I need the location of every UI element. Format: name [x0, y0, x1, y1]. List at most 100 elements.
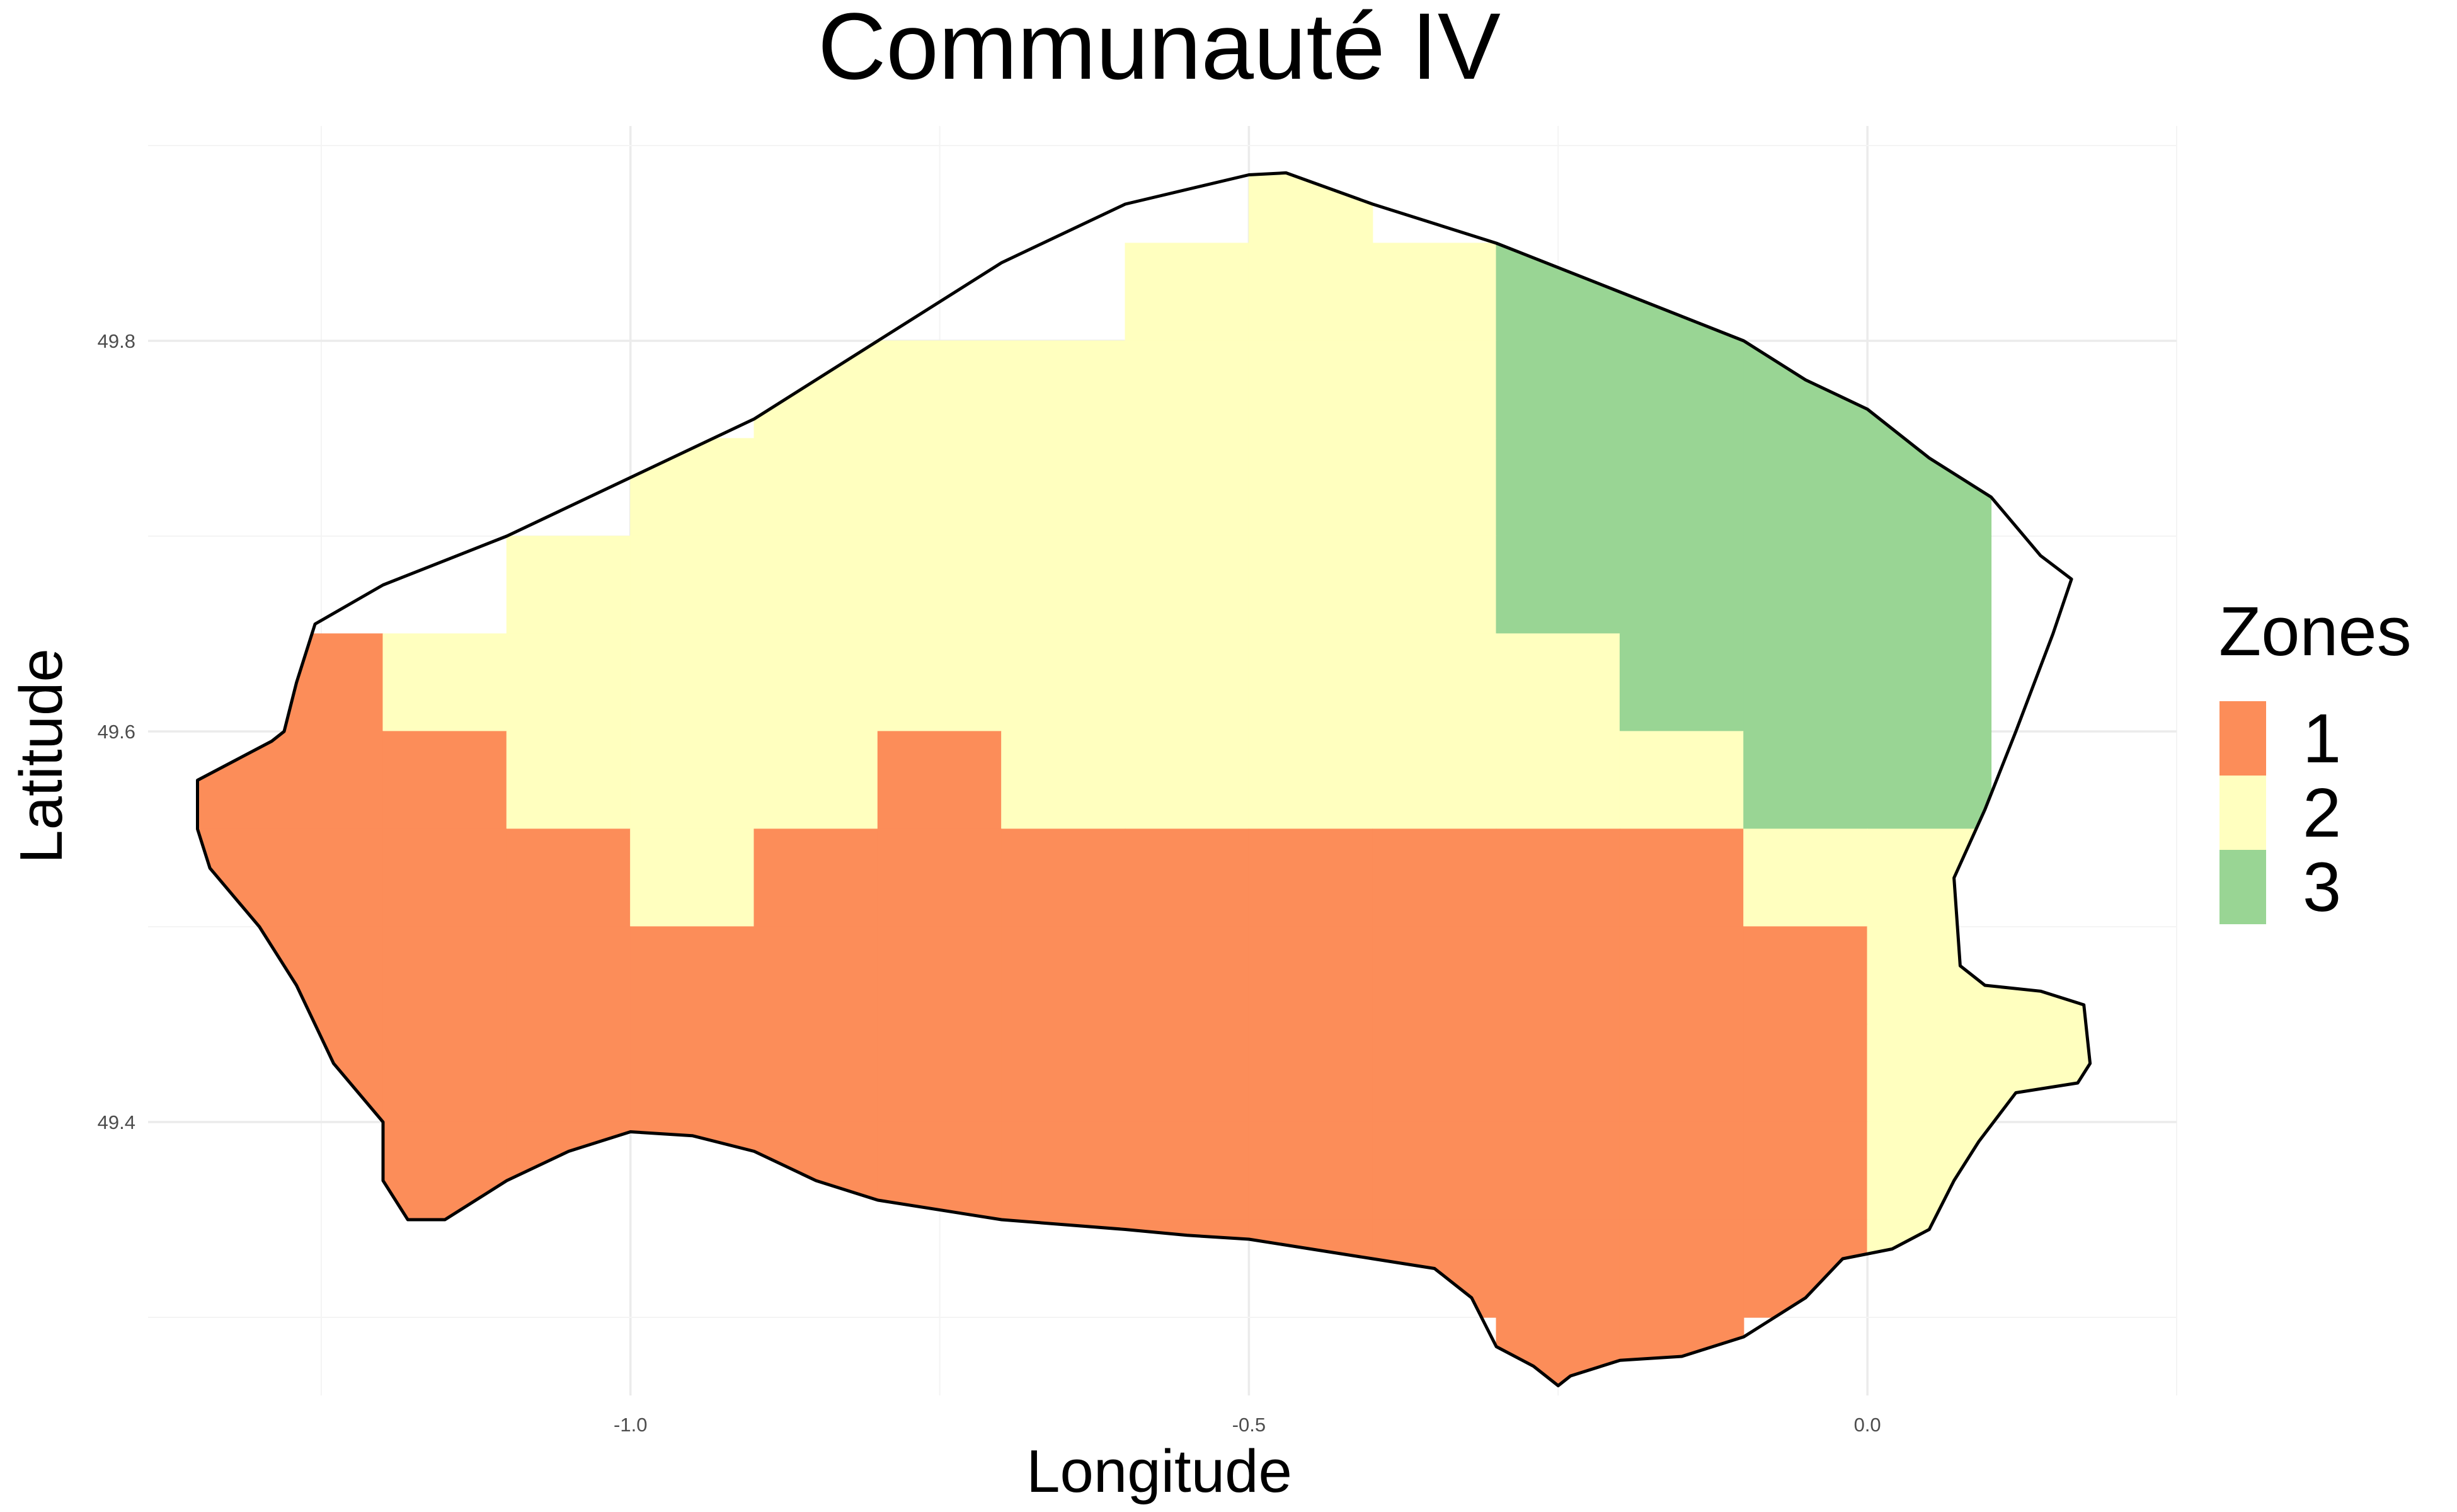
zone-cell-1: [753, 1121, 879, 1220]
zone-cell-2: [1867, 828, 1992, 927]
zone-cell-1: [506, 1024, 631, 1123]
y-tick-label: 49.4: [98, 1111, 135, 1133]
zone-cell-2: [877, 536, 1002, 634]
zone-cell-1: [1496, 1219, 1621, 1318]
zone-cell-2: [1496, 633, 1621, 732]
zone-cell-1: [382, 731, 507, 830]
zone-cell-1: [1619, 828, 1744, 927]
zone-cell-2: [1248, 243, 1373, 341]
zone-cell-2: [1248, 438, 1373, 537]
y-axis-tick-labels: 49.4 49.6 49.8: [98, 330, 135, 1133]
zone-cell-1: [506, 828, 631, 927]
legend-label-2: 2: [2303, 774, 2341, 852]
zone-cell-1: [1125, 828, 1250, 927]
zone-cell-1: [1001, 1219, 1126, 1318]
zone-cell-2: [753, 731, 879, 830]
zone-cell-2: [1248, 633, 1373, 732]
zone-cell-3: [1743, 438, 1868, 537]
zone-cell-1: [382, 828, 507, 927]
zone-cell-3: [1743, 633, 1868, 732]
zone-cell-1: [877, 926, 1002, 1025]
zone-cell-1: [877, 1121, 1002, 1220]
zone-cell-1: [877, 828, 1002, 927]
zone-cell-1: [1619, 1024, 1744, 1123]
zone-cell-1: [1496, 926, 1621, 1025]
zone-cell-1: [1743, 1219, 1868, 1318]
zone-cell-1: [1125, 1121, 1250, 1220]
zone-cell-1: [1743, 1121, 1868, 1220]
zone-cell-1: [1125, 1024, 1250, 1123]
zone-cell-3: [1867, 731, 1992, 830]
zone-cell-1: [1372, 1121, 1497, 1220]
zone-cell-2: [1248, 536, 1373, 634]
zone-cell-2: [1248, 340, 1373, 439]
legend-swatch-2: [2219, 776, 2266, 850]
zone-cell-1: [1743, 1024, 1868, 1123]
legend-swatch-3: [2219, 850, 2266, 924]
zone-cell-1: [1372, 1024, 1497, 1123]
zone-cell-3: [1743, 340, 1868, 439]
zone-cell-1: [1372, 926, 1497, 1025]
zone-cell-2: [630, 828, 755, 927]
zone-cell-3: [1867, 633, 1992, 732]
zone-cell-1: [753, 926, 879, 1025]
zone-cell-3: [1496, 438, 1621, 537]
zone-cell-3: [1496, 536, 1621, 634]
zone-cell-1: [630, 1024, 755, 1123]
zone-cell-2: [630, 536, 755, 634]
zone-cell-2: [506, 731, 631, 830]
zone-cell-2: [1372, 536, 1497, 634]
zone-cell-2: [1001, 340, 1126, 439]
zone-cell-3: [1619, 536, 1744, 634]
zone-cell-2: [630, 731, 755, 830]
zone-cell-2: [1372, 438, 1497, 537]
zone-cell-1: [1001, 1121, 1126, 1220]
y-tick-label: 49.6: [98, 721, 135, 743]
zone-cell-2: [1372, 633, 1497, 732]
zone-cell-1: [1496, 1024, 1621, 1123]
zone-cell-3: [1743, 731, 1868, 830]
zone-cell-2: [753, 340, 879, 439]
zone-cell-1: [382, 1121, 507, 1220]
zone-cell-1: [259, 731, 384, 830]
coastline-outline: [196, 171, 2092, 1387]
zone-cell-2: [1125, 243, 1250, 341]
zone-cell-3: [1619, 633, 1744, 732]
zone-cell-1: [1743, 926, 1868, 1025]
zone-cell-2: [1867, 1121, 1992, 1220]
zone-cell-2: [1248, 731, 1373, 830]
zone-cell-1: [259, 633, 384, 732]
zone-cell-1: [1001, 828, 1126, 927]
zone-cell-2: [630, 633, 755, 732]
zone-cell-2: [506, 536, 631, 634]
zone-cell-3: [1619, 340, 1744, 439]
zone-cell-1: [753, 828, 879, 927]
zone-cell-1: [1619, 1219, 1744, 1318]
zone-cell-1: [1619, 926, 1744, 1025]
zone-cell-2: [506, 633, 631, 732]
zone-cell-3: [1496, 340, 1621, 439]
legend-label-1: 1: [2303, 700, 2341, 777]
zone-cell-2: [1125, 731, 1250, 830]
zone-cell-2: [1125, 536, 1250, 634]
zone-cell-2: [1001, 536, 1126, 634]
zone-cell-1: [382, 926, 507, 1025]
x-tick-label: -1.0: [614, 1414, 647, 1436]
zone-cell-1: [1001, 1024, 1126, 1123]
zone-cell-1: [877, 731, 1002, 830]
zone-cell-2: [753, 633, 879, 732]
zone-cell-1: [506, 926, 631, 1025]
zone-cell-1: [1125, 926, 1250, 1025]
legend-items: 123: [2219, 700, 2341, 926]
zone-cell-1: [1248, 828, 1373, 927]
zone-cell-1: [1372, 828, 1497, 927]
x-tick-label: -0.5: [1232, 1414, 1266, 1436]
zone-cell-2: [1125, 438, 1250, 537]
zone-cell-2: [1867, 1024, 1992, 1123]
zone-cell-1: [1496, 828, 1621, 927]
zone-cell-2: [753, 438, 879, 537]
zone-cell-2: [1990, 1024, 2090, 1123]
zone-cell-2: [382, 633, 507, 732]
zone-cell-2: [877, 633, 1002, 732]
